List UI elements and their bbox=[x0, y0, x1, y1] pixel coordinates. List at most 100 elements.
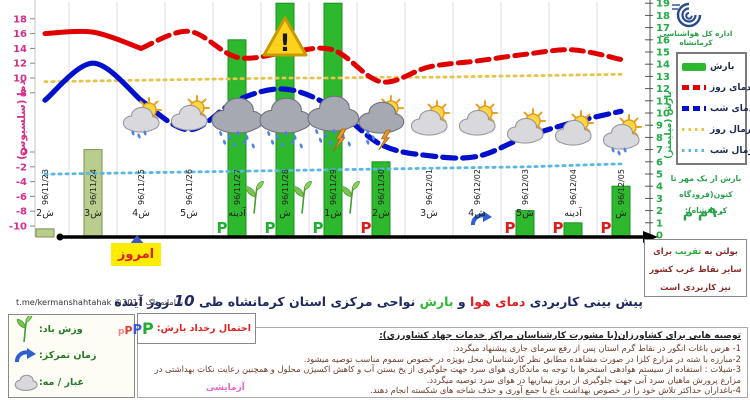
symbol-key-panel: وزش باد: زمان تمرکز: غبار / مه: bbox=[8, 314, 135, 398]
day-label: ش bbox=[279, 208, 291, 219]
svg-text:5: 5 bbox=[656, 170, 663, 181]
svg-text:18: 18 bbox=[13, 14, 27, 25]
approx-line2: سایر نقاط غرب کشور bbox=[649, 264, 742, 274]
svg-text:7: 7 bbox=[656, 145, 663, 156]
credit-footer: t.me/kermanshahtahak ©2017 سامانه تاک bbox=[16, 297, 184, 307]
today-pointer-icon bbox=[130, 235, 144, 244]
svg-text:9: 9 bbox=[656, 121, 663, 132]
svg-text:3: 3 bbox=[656, 194, 663, 205]
day-label: 5ش bbox=[180, 208, 198, 219]
legend-item-4: نرمال شب bbox=[682, 141, 750, 160]
svg-text:10: 10 bbox=[656, 109, 670, 120]
svg-text:8: 8 bbox=[20, 88, 27, 99]
date-label: 96/11/24 bbox=[89, 169, 98, 205]
lightning-icon bbox=[332, 128, 347, 152]
svg-text:19: 19 bbox=[656, 0, 670, 10]
day-label: 3ش bbox=[420, 208, 438, 219]
day-label: 1ش bbox=[324, 208, 342, 219]
weather-icon-sun-cloud bbox=[170, 95, 210, 131]
lightning-icon bbox=[378, 129, 392, 151]
precip-probability-marker: P bbox=[505, 219, 516, 237]
precip-probability-marker: P bbox=[601, 219, 612, 237]
legend-item-1: دمای روز bbox=[682, 78, 750, 97]
date-label: 96/11/26 bbox=[185, 169, 194, 205]
day-label: 4ش bbox=[132, 208, 150, 219]
weather-icon-cloud-rain bbox=[211, 97, 264, 149]
date-label: 96/12/03 bbox=[521, 169, 530, 205]
legend-sample-icon bbox=[682, 149, 706, 152]
advisory-line: 2-مبارزه با شته در مزارع کلزا در صورت مش… bbox=[303, 353, 741, 364]
weather-icon-sun-cloud bbox=[410, 100, 450, 136]
svg-text:16: 16 bbox=[13, 29, 27, 40]
date-label: 96/12/05 bbox=[617, 169, 626, 205]
legend-label: بارش bbox=[710, 61, 735, 72]
season-rain-note: بارش از یک مهر تا کنون(فرودگاه کرمانشاه)… bbox=[664, 171, 748, 219]
svg-text:-4: -4 bbox=[16, 177, 27, 188]
symbol-key-label: غبار / مه: bbox=[39, 377, 84, 389]
date-label: 96/11/25 bbox=[137, 169, 146, 205]
legend-label: نرمال شب bbox=[710, 145, 750, 156]
precip-probability-marker: P bbox=[553, 219, 564, 237]
temp-axis-label: دما (سلسیوس) bbox=[16, 80, 28, 160]
probability-letter: P bbox=[132, 322, 143, 338]
date-label: 96/12/01 bbox=[425, 169, 434, 205]
svg-text:14: 14 bbox=[13, 44, 27, 55]
svg-text:18: 18 bbox=[656, 11, 670, 22]
svg-text:12: 12 bbox=[656, 84, 670, 95]
legend-sample-icon bbox=[682, 106, 706, 111]
svg-text:17: 17 bbox=[656, 23, 670, 34]
precip-probability-marker: P bbox=[265, 219, 276, 237]
svg-text:6: 6 bbox=[656, 157, 663, 168]
precip-probability-key: احتمال رخداد بارش: pPPP bbox=[118, 313, 256, 344]
svg-text:4: 4 bbox=[656, 182, 663, 193]
precip-probability-letters: pPPP bbox=[118, 318, 154, 338]
chart-legend: بارش دمای روز دمای شب نرمال روز نرمال شب bbox=[676, 52, 750, 165]
date-label: 96/11/23 bbox=[41, 169, 50, 205]
symbol-key-label: وزش باد: bbox=[39, 323, 83, 335]
probability-letter: P bbox=[124, 323, 133, 337]
symbol-key-row: زمان تمرکز: bbox=[13, 343, 130, 369]
experimental-stamp: آزمایشی bbox=[206, 383, 245, 393]
svg-text:2: 2 bbox=[656, 206, 663, 217]
season-rain-amount: ۹۰م م bbox=[682, 205, 726, 221]
probability-letter: P bbox=[142, 318, 154, 338]
day-label: 2ش bbox=[372, 208, 390, 219]
weather-icon-sun-cloud bbox=[506, 108, 546, 144]
day-label: 5ش bbox=[516, 208, 534, 219]
advisory-line: 1- هرس باغات انگور در نقاط گرم استان پس … bbox=[452, 343, 741, 353]
precip-bar bbox=[563, 222, 583, 238]
approx-line3: نیز کاربردی است bbox=[660, 282, 731, 292]
wind-plant-icon bbox=[341, 180, 360, 214]
weather-icon-sun-cloud-drizzle bbox=[602, 114, 642, 156]
legend-item-2: دمای شب bbox=[682, 99, 750, 118]
svg-text:10: 10 bbox=[13, 74, 27, 85]
wind-plant-icon bbox=[16, 316, 33, 343]
precip-bar bbox=[35, 228, 55, 238]
weather-icons bbox=[122, 94, 642, 156]
svg-text:-2: -2 bbox=[16, 162, 27, 173]
svg-text:11: 11 bbox=[656, 96, 670, 107]
date-label: 96/11/27 bbox=[233, 169, 242, 205]
symbol-key-row: غبار / مه: bbox=[13, 370, 130, 396]
date-label: 96/12/02 bbox=[473, 169, 482, 205]
curved-arrow-icon bbox=[15, 347, 36, 363]
title-days-count: 10 bbox=[173, 292, 195, 310]
advisory-line: 4-باغداران حداکثر تلاش خود را در خصوص به… bbox=[370, 385, 741, 396]
day-label: آدینه bbox=[564, 206, 582, 219]
temp-axis: 18 16 14 12 10 8 0 -2 -4 -6 -8 -10 bbox=[9, 14, 35, 233]
approx-line1-highlight: تقریب bbox=[674, 246, 702, 256]
approx-line1c: برای bbox=[653, 246, 675, 256]
legend-label: نرمال روز bbox=[710, 124, 750, 135]
svg-text:-8: -8 bbox=[16, 207, 27, 218]
precip-probability-marker: P bbox=[361, 219, 372, 237]
precip-probability-marker: P bbox=[313, 219, 324, 237]
day-label: آدینه bbox=[228, 206, 246, 219]
weather-icon-sun-cloud-drizzle bbox=[122, 97, 162, 139]
wind-plant-icon bbox=[245, 180, 264, 214]
svg-text:16: 16 bbox=[656, 35, 670, 46]
curved-arrow-icon bbox=[15, 347, 36, 363]
weather-icon-cloud-rain-storm bbox=[307, 95, 360, 152]
date-label: 96/12/04 bbox=[569, 169, 578, 205]
weather-icon-sun-cloud-storm bbox=[358, 94, 405, 151]
